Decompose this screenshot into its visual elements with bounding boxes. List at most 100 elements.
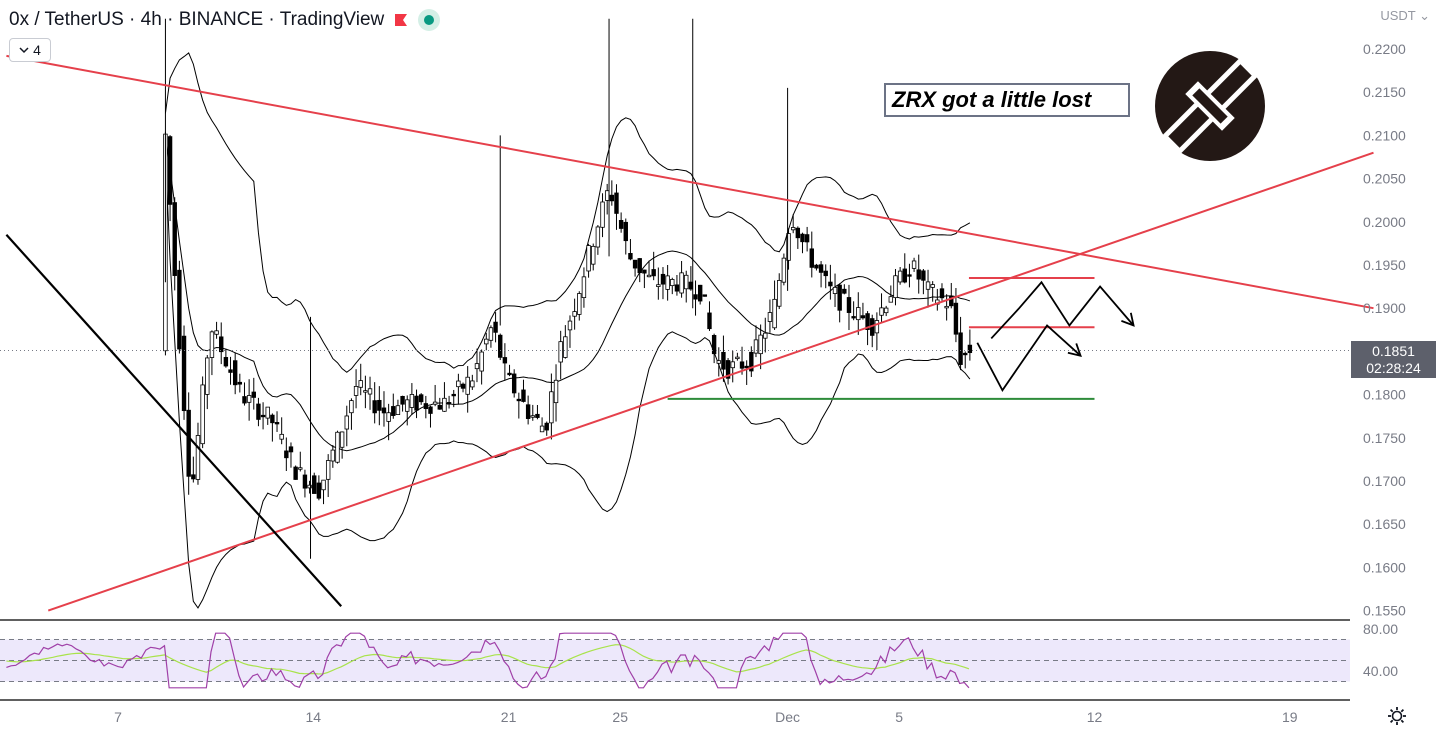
candle-body [632,259,638,269]
candle-body [321,479,326,491]
candle-body [553,379,559,404]
candle-body [879,307,884,316]
candle-body [758,334,763,355]
candle-body [395,405,401,415]
rsi-level-label: 40.00 [1363,663,1398,679]
candle-body [372,400,377,414]
candle-body [958,332,963,365]
candle-body [316,482,322,499]
x-tick-label: 12 [1087,709,1103,725]
gear-icon[interactable] [1387,706,1407,726]
candle-body [339,431,345,448]
bar-countdown: 02:28:24 [1366,360,1421,376]
candle-body [586,245,591,272]
y-tick-label: 0.1800 [1363,387,1406,403]
currency-selector[interactable]: USDT ⌄ [1380,8,1430,23]
candle-body [205,357,210,395]
rsi-pane: 80.00 40.00 [0,621,1398,689]
candle-body [377,399,382,411]
candle-body [707,312,712,330]
candle-body [963,352,968,356]
candle-body [749,351,754,372]
rsi-line [6,632,970,689]
trendlines [5,54,1374,612]
candle-body [888,296,894,303]
trendline-descending-resistance [6,54,1374,310]
market-open-icon [418,9,441,31]
x-tick-label: 25 [612,709,628,725]
candle-body [730,361,735,369]
candle-body [200,384,205,445]
candle-body [577,293,582,315]
y-tick-label: 0.2100 [1363,127,1406,143]
candle-body [363,390,368,393]
candle-body [874,320,880,334]
candle-body [567,320,573,331]
candle-body [456,380,461,388]
candle-body [251,391,256,398]
symbol-title[interactable]: 0x / TetherUS · 4h · BINANCE · TradingVi… [9,9,385,30]
candle-body [837,284,842,311]
candle-body [177,269,182,350]
candle-body [330,449,336,462]
candle-body [688,281,694,290]
candle-body [335,431,340,463]
candle-body [209,331,215,358]
candle-body [511,373,517,394]
candle-body [414,395,419,411]
candle-body [530,415,535,418]
candle-body [600,201,605,228]
candle-body [702,294,708,297]
candle-body [298,467,303,470]
x-tick-label: 5 [895,709,903,725]
candle-body [786,233,791,261]
candle-body [777,280,782,307]
candle-body [721,351,726,370]
candle-body [260,414,266,418]
flag-icon[interactable] [394,13,408,27]
indicators-collapse-button[interactable]: 4 [9,38,51,62]
y-tick-label: 0.2200 [1363,41,1406,57]
candle-body [181,335,187,412]
projection-upper-path [990,280,1135,340]
y-tick-label: 0.1750 [1363,430,1406,446]
candle-body [502,357,508,364]
chart-annotation: ZRX got a little lost [884,83,1130,117]
y-tick-label: 0.2000 [1363,214,1406,230]
candle-body [423,403,429,410]
candle-body [939,288,945,299]
candle-body [693,294,698,300]
candle-body [642,269,647,274]
candlesticks [163,18,973,559]
candle-body [219,336,224,353]
y-tick-label: 0.2150 [1363,84,1406,100]
candle-body [484,338,489,345]
candle-body [279,433,284,440]
candle-body [725,360,731,379]
candle-body [804,234,810,243]
candle-body [674,284,680,292]
candle-body [679,272,684,294]
candle-body [814,264,819,269]
candle-body [418,394,424,403]
candle-body [470,380,475,388]
candle-body [284,450,289,459]
y-tick-label: 0.1550 [1363,603,1406,619]
candle-body [167,136,173,205]
candle-body [442,397,447,412]
arrowhead-icon [1067,343,1082,357]
candle-body [381,407,387,414]
candle-body [246,395,252,403]
candle-body [302,474,308,489]
candle-body [735,356,740,360]
candle-body [493,321,498,333]
x-tick-label: 21 [501,709,517,725]
candle-body [623,221,628,242]
candle-body [214,330,219,335]
candle-body [525,404,531,419]
candle-body [488,327,494,341]
candle-body [516,398,522,402]
candle-body [670,279,675,287]
candle-body [618,220,624,229]
